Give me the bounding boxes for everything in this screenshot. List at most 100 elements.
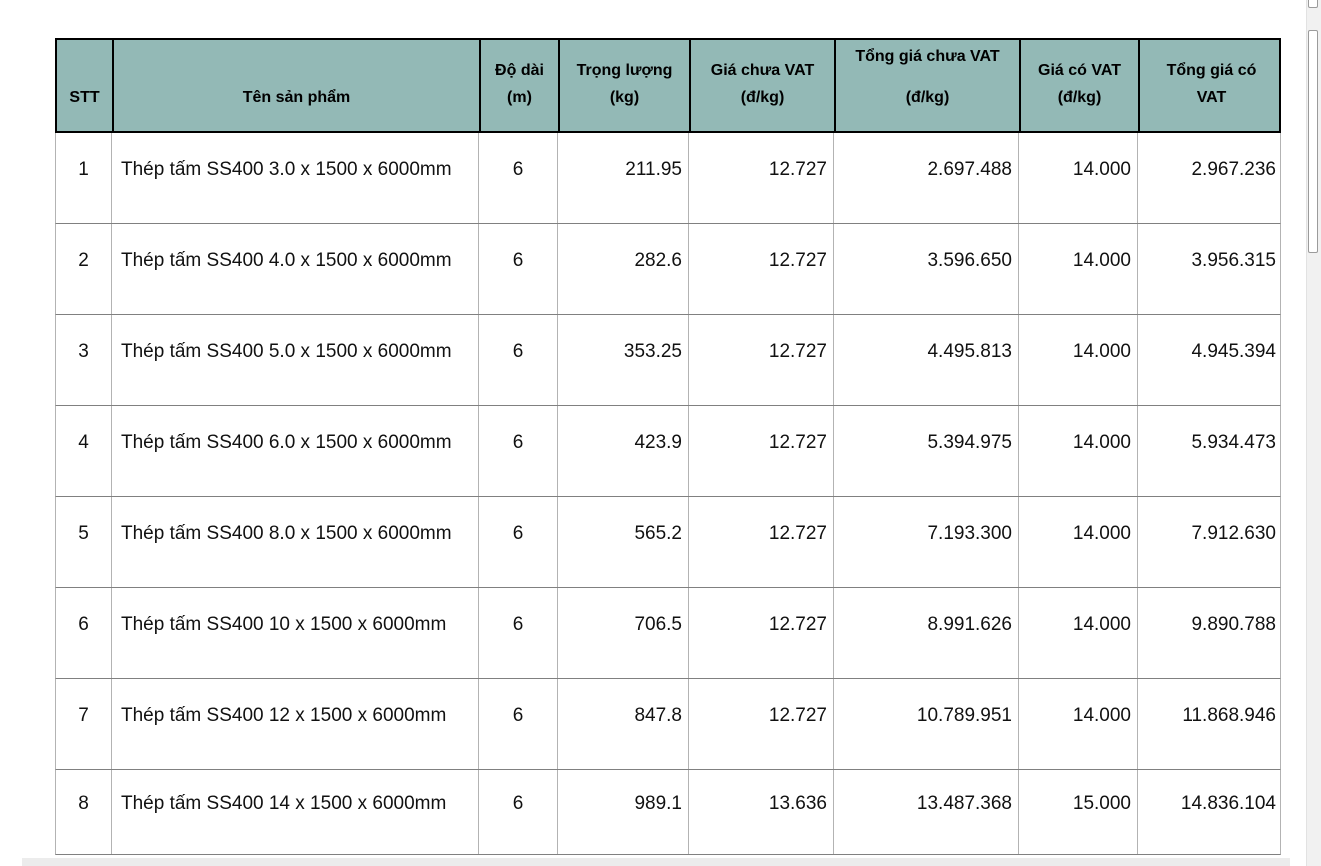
cell-tong-gia-chua-vat: 10.789.951 [833,679,1018,769]
cell-do-dai: 6 [478,406,557,496]
header-line: (đ/kg) [905,89,950,106]
table-row: 1 Thép tấm SS400 3.0 x 1500 x 6000mm 6 211.… [55,133,1281,224]
cell-stt: 6 [78,614,89,635]
cell-tong-gia-co-vat: 3.956.315 [1137,224,1282,314]
cell-tong-gia-chua-vat: 7.193.300 [833,497,1018,587]
cell-tong-gia-co-vat: 4.945.394 [1137,315,1282,405]
cell-trong-luong: 353.25 [557,315,688,405]
cell-gia-chua-vat: 12.727 [688,679,833,769]
cell-gia-chua-vat: 12.727 [688,497,833,587]
cell-gia-chua-vat: 12.727 [688,315,833,405]
cell-stt: 7 [78,705,89,726]
cell-gia-co-vat: 14.000 [1018,224,1137,314]
cell-do-dai: 6 [478,679,557,769]
table-header-row: STT Tên sản phẩm Độ dài (m) Trọng lượng (kg) G… [55,38,1281,133]
cell-trong-luong: 706.5 [557,588,688,678]
table-row: 8 Thép tấm SS400 14 x 1500 x 6000mm 6 989.1… [55,770,1281,855]
cell-tong-gia-co-vat: 5.934.473 [1137,406,1282,496]
cell-ten-san-pham: Thép tấm SS400 6.0 x 1500 x 6000mm [111,406,478,496]
cell-stt: 8 [78,793,89,814]
cell-ten-san-pham: Thép tấm SS400 14 x 1500 x 6000mm [111,770,478,854]
cell-stt: 1 [78,159,89,180]
cell-trong-luong: 565.2 [557,497,688,587]
table-row: 7 Thép tấm SS400 12 x 1500 x 6000mm 6 847.8… [55,679,1281,770]
header-line: VAT [1196,89,1227,106]
cell-do-dai: 6 [478,315,557,405]
cell-trong-luong: 847.8 [557,679,688,769]
cell-tong-gia-co-vat: 14.836.104 [1137,770,1282,854]
cell-tong-gia-chua-vat: 2.697.488 [833,133,1018,223]
cell-tong-gia-chua-vat: 3.596.650 [833,224,1018,314]
cell-gia-co-vat: 14.000 [1018,315,1137,405]
column-header-do-dai: Độ dài (m) [479,40,558,131]
header-line: (kg) [609,89,640,106]
cell-tong-gia-co-vat: 2.967.236 [1137,133,1282,223]
column-header-stt: STT [57,40,112,131]
cell-tong-gia-chua-vat: 4.495.813 [833,315,1018,405]
column-header-gia-co-vat: Giá có VAT (đ/kg) [1019,40,1138,131]
cell-tong-gia-co-vat: 9.890.788 [1137,588,1282,678]
cell-ten-san-pham: Thép tấm SS400 4.0 x 1500 x 6000mm [111,224,478,314]
cell-do-dai: 6 [478,497,557,587]
column-header-trong-luong: Trọng lượng (kg) [558,40,689,131]
cell-trong-luong: 423.9 [557,406,688,496]
cell-gia-co-vat: 14.000 [1018,497,1137,587]
header-line: (đ/kg) [1057,89,1102,106]
column-header-gia-chua-vat: Giá chưa VAT (đ/kg) [689,40,834,131]
cell-stt: 2 [78,250,89,271]
next-row-edge [22,858,1290,866]
header-line: Trọng lượng [576,62,673,79]
cell-trong-luong: 211.95 [557,133,688,223]
cell-gia-chua-vat: 12.727 [688,133,833,223]
cell-ten-san-pham: Thép tấm SS400 3.0 x 1500 x 6000mm [111,133,478,223]
cell-ten-san-pham: Thép tấm SS400 5.0 x 1500 x 6000mm [111,315,478,405]
cell-stt: 4 [78,432,89,453]
scrollbar-top-fragment[interactable] [1308,0,1318,8]
cell-gia-chua-vat: 13.636 [688,770,833,854]
header-line: Độ dài [495,62,544,79]
cell-gia-co-vat: 14.000 [1018,133,1137,223]
scrollbar-thumb[interactable] [1308,30,1318,253]
vertical-scrollbar[interactable] [1306,0,1321,866]
cell-gia-co-vat: 15.000 [1018,770,1137,854]
header-line: Tổng giá có [1166,62,1257,79]
header-line: STT [69,89,100,106]
table-row: 6 Thép tấm SS400 10 x 1500 x 6000mm 6 706.5… [55,588,1281,679]
cell-gia-co-vat: 14.000 [1018,679,1137,769]
cell-gia-chua-vat: 12.727 [688,224,833,314]
cell-gia-co-vat: 14.000 [1018,406,1137,496]
cell-ten-san-pham: Thép tấm SS400 8.0 x 1500 x 6000mm [111,497,478,587]
cell-trong-luong: 282.6 [557,224,688,314]
header-line: (đ/kg) [740,89,785,106]
column-header-ten-san-pham: Tên sản phẩm [112,40,479,131]
cell-gia-co-vat: 14.000 [1018,588,1137,678]
cell-tong-gia-co-vat: 11.868.946 [1137,679,1282,769]
table-row: 3 Thép tấm SS400 5.0 x 1500 x 6000mm 6 353.… [55,315,1281,406]
header-line: Tên sản phẩm [242,89,351,106]
table-row: 4 Thép tấm SS400 6.0 x 1500 x 6000mm 6 423.… [55,406,1281,497]
cell-do-dai: 6 [478,133,557,223]
cell-tong-gia-chua-vat: 13.487.368 [833,770,1018,854]
table-row: 5 Thép tấm SS400 8.0 x 1500 x 6000mm 6 565.… [55,497,1281,588]
cell-tong-gia-chua-vat: 5.394.975 [833,406,1018,496]
cell-ten-san-pham: Thép tấm SS400 10 x 1500 x 6000mm [111,588,478,678]
cell-gia-chua-vat: 12.727 [688,406,833,496]
cell-do-dai: 6 [478,770,557,854]
header-line: (m) [507,89,532,106]
column-header-tong-gia-chua-vat: Tổng giá chưa VAT (đ/kg) [834,40,1019,131]
header-line: Giá có VAT [1038,62,1121,79]
table-body: 1 Thép tấm SS400 3.0 x 1500 x 6000mm 6 211.… [55,133,1281,855]
cell-stt: 3 [78,341,89,362]
steel-price-table: STT Tên sản phẩm Độ dài (m) Trọng lượng (kg) G… [55,38,1281,855]
cell-trong-luong: 989.1 [557,770,688,854]
cell-gia-chua-vat: 12.727 [688,588,833,678]
header-line: Tổng giá chưa VAT [855,48,1000,65]
cell-ten-san-pham: Thép tấm SS400 12 x 1500 x 6000mm [111,679,478,769]
column-header-tong-gia-co-vat: Tổng giá có VAT [1138,40,1283,131]
cell-tong-gia-co-vat: 7.912.630 [1137,497,1282,587]
cell-stt: 5 [78,523,89,544]
table-row: 2 Thép tấm SS400 4.0 x 1500 x 6000mm 6 282.… [55,224,1281,315]
header-line: Giá chưa VAT [710,62,815,79]
cell-do-dai: 6 [478,588,557,678]
